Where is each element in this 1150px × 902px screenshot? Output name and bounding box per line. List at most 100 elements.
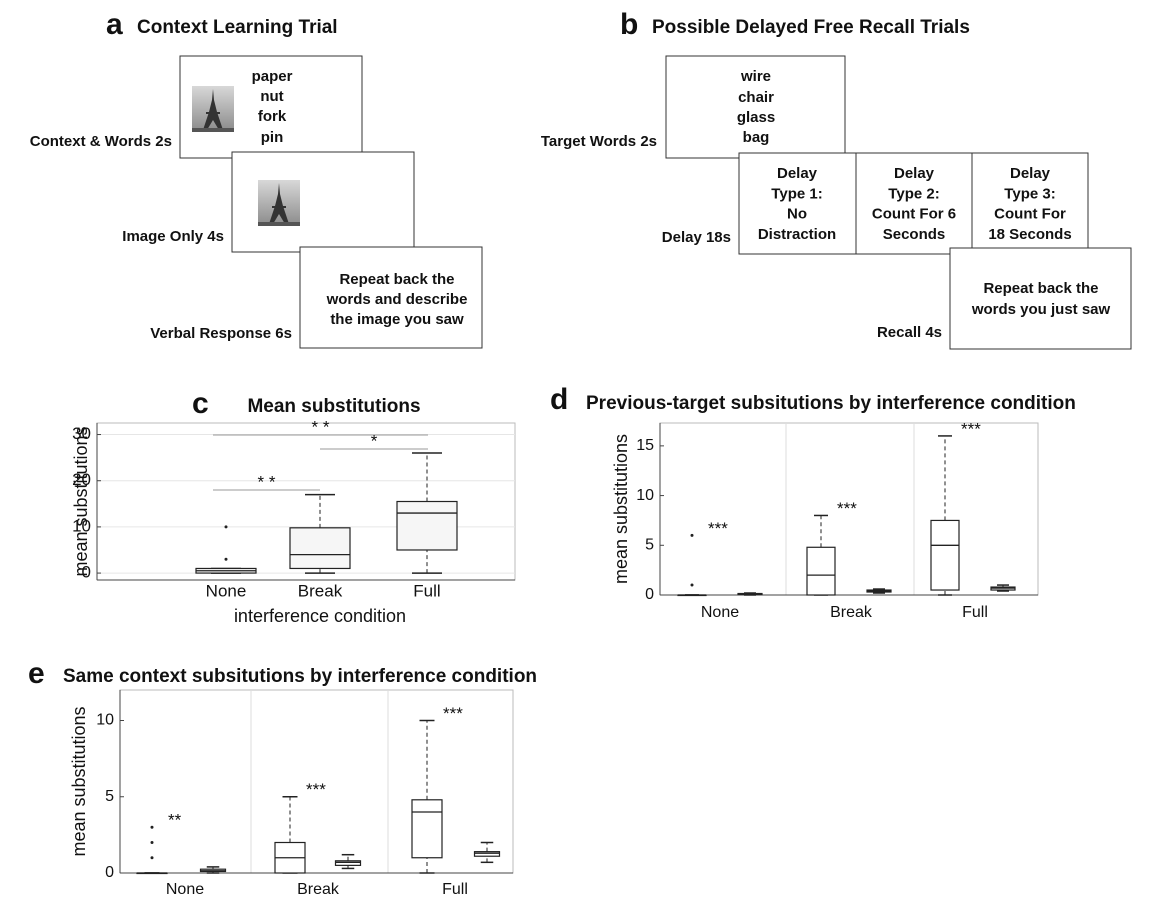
y-axis-label: mean substitutions bbox=[611, 434, 631, 584]
y-tick-label: 0 bbox=[105, 864, 114, 881]
step-label: Delay 18s bbox=[662, 229, 731, 246]
chart-title: Mean substitutions bbox=[247, 396, 420, 417]
instruction: Repeat back the bbox=[339, 271, 454, 288]
delay-text: Delay bbox=[777, 165, 818, 182]
box bbox=[411, 799, 443, 859]
panel-letter: c bbox=[192, 387, 209, 420]
significance-label: *** bbox=[961, 419, 981, 438]
y-tick-label: 5 bbox=[645, 537, 654, 554]
significance-label: *** bbox=[306, 780, 326, 799]
context-image bbox=[192, 86, 234, 132]
step-label: Verbal Response 6s bbox=[150, 325, 292, 342]
y-axis-label: mean substitutions bbox=[71, 426, 91, 576]
y-tick-label: 10 bbox=[636, 487, 654, 504]
panel-a: a Context Learning Trial paper nut fork … bbox=[30, 8, 483, 349]
significance-label: *** bbox=[708, 519, 728, 538]
box-chart: e Same context subsitutions by interferen… bbox=[28, 657, 537, 898]
panel-letter: a bbox=[106, 8, 123, 41]
x-axis-label: interference condition bbox=[234, 606, 406, 626]
x-tick-label: Break bbox=[830, 604, 873, 621]
delay-text: Distraction bbox=[758, 226, 836, 243]
box bbox=[473, 851, 501, 857]
outlier bbox=[150, 856, 154, 860]
y-tick-label: 0 bbox=[645, 586, 654, 603]
delay-text: Type 3: bbox=[1004, 185, 1055, 202]
y-tick-label: 30 bbox=[72, 424, 91, 443]
instruction: words and describe bbox=[326, 291, 468, 308]
instruction: the image you saw bbox=[330, 311, 464, 328]
box-chart: d Previous-target subsitutions by interfe… bbox=[550, 383, 1076, 621]
significance-label: * * bbox=[258, 472, 276, 491]
delay-options: Delay Type 1: No Distraction Delay Type 2: Cou… bbox=[738, 152, 1089, 255]
outlier bbox=[224, 525, 228, 529]
word: fork bbox=[258, 108, 287, 125]
y-tick-label: 10 bbox=[72, 516, 91, 535]
delay-text: No bbox=[787, 206, 807, 223]
box bbox=[930, 519, 960, 591]
panel-letter: e bbox=[28, 657, 45, 690]
trial-screen bbox=[949, 247, 1132, 350]
panel-letter: b bbox=[620, 8, 638, 41]
word: chair bbox=[738, 89, 774, 106]
trial-screen bbox=[299, 246, 483, 349]
box bbox=[806, 546, 836, 596]
box bbox=[396, 500, 458, 551]
x-tick-label: Break bbox=[298, 581, 343, 600]
significance-label: * * bbox=[312, 417, 330, 436]
outlier bbox=[690, 583, 694, 587]
significance-label: ** bbox=[168, 811, 182, 830]
chart-title: Previous-target subsitutions by interfer… bbox=[586, 393, 1076, 414]
y-tick-label: 15 bbox=[636, 437, 654, 454]
delay-text: 18 Seconds bbox=[988, 226, 1071, 243]
delay-text: Seconds bbox=[883, 226, 946, 243]
delay-text: Type 2: bbox=[888, 185, 939, 202]
panel-title: Context Learning Trial bbox=[137, 17, 338, 38]
instruction: words you just saw bbox=[971, 301, 1111, 318]
significance-label: *** bbox=[443, 704, 463, 723]
panel-letter: d bbox=[550, 383, 568, 416]
delay-text: Delay bbox=[1010, 165, 1051, 182]
outlier bbox=[150, 825, 154, 829]
outlier bbox=[224, 557, 228, 561]
significance-label: *** bbox=[837, 499, 857, 518]
delay-text: Type 1: bbox=[771, 185, 822, 202]
chart-title: Same context subsitutions by interferenc… bbox=[63, 666, 537, 687]
box bbox=[334, 860, 362, 866]
step-label: Target Words 2s bbox=[541, 133, 657, 150]
word: paper bbox=[252, 68, 293, 85]
plot-area bbox=[119, 689, 514, 874]
trial-screen bbox=[665, 55, 846, 159]
word: pin bbox=[261, 129, 284, 146]
context-image bbox=[258, 180, 300, 226]
y-tick-label: 5 bbox=[105, 788, 114, 805]
step-label: Image Only 4s bbox=[122, 228, 224, 245]
x-tick-label: None bbox=[701, 604, 739, 621]
x-tick-label: None bbox=[166, 881, 204, 898]
word: nut bbox=[260, 88, 283, 105]
outlier bbox=[150, 841, 154, 844]
x-tick-label: Break bbox=[297, 881, 340, 898]
delay-screen bbox=[855, 152, 974, 255]
delay-text: Count For 6 bbox=[872, 206, 956, 223]
outlier bbox=[690, 533, 694, 537]
word: bag bbox=[743, 129, 770, 146]
x-tick-label: Full bbox=[962, 604, 988, 621]
delay-text: Delay bbox=[894, 165, 935, 182]
x-tick-label: Full bbox=[413, 581, 440, 600]
panel-b: b Possible Delayed Free Recall Trials wi… bbox=[541, 8, 1132, 350]
delay-screen bbox=[738, 152, 857, 255]
delay-text: Count For bbox=[994, 206, 1066, 223]
y-tick-label: 10 bbox=[96, 712, 114, 729]
y-tick-label: 20 bbox=[72, 470, 91, 489]
x-tick-label: Full bbox=[442, 881, 468, 898]
y-tick-label: 0 bbox=[82, 563, 91, 582]
word: wire bbox=[740, 68, 771, 85]
box bbox=[289, 527, 351, 570]
significance-label: * bbox=[371, 431, 378, 450]
step-label: Recall 4s bbox=[877, 324, 942, 341]
panel-title: Possible Delayed Free Recall Trials bbox=[652, 17, 970, 38]
step-label: Context & Words 2s bbox=[30, 133, 172, 150]
x-tick-label: None bbox=[206, 581, 247, 600]
